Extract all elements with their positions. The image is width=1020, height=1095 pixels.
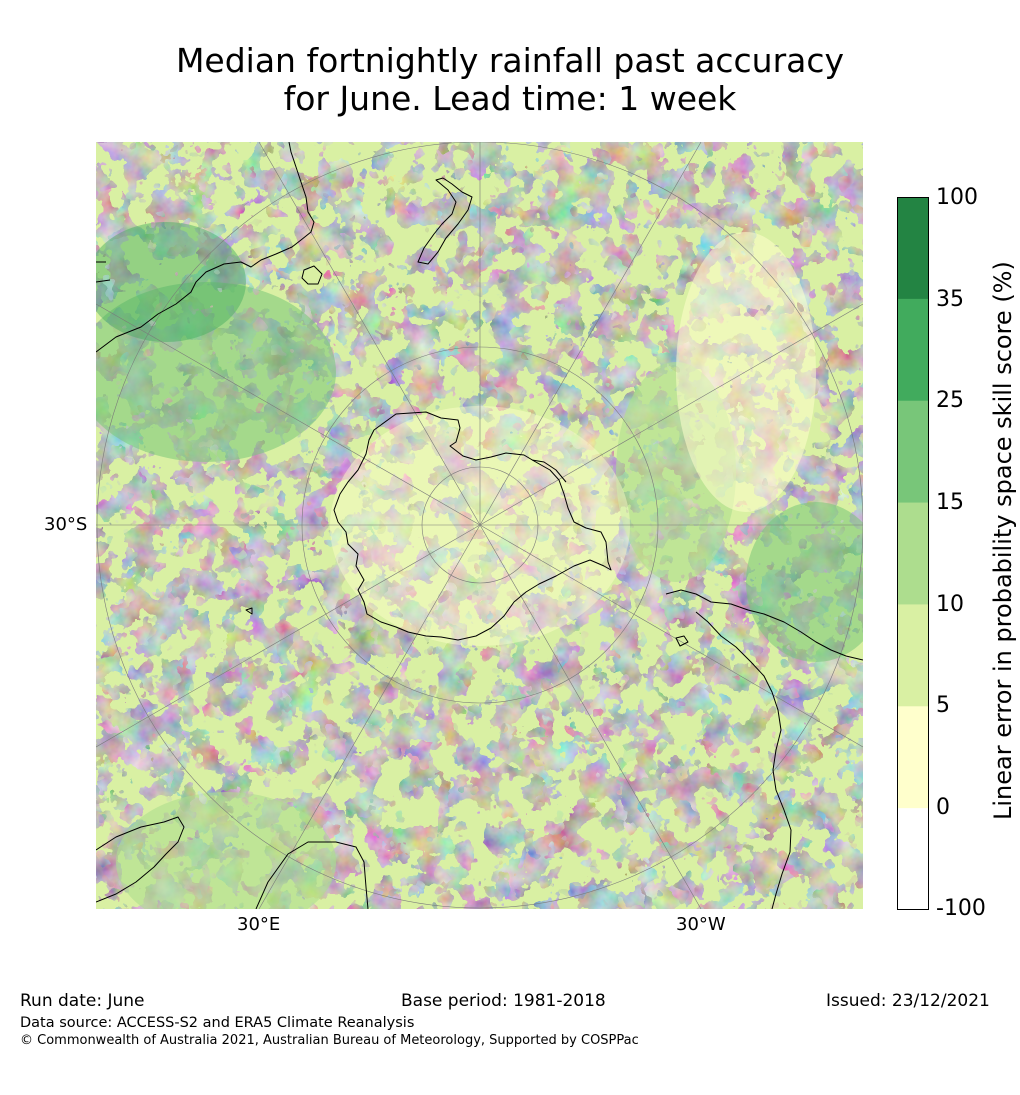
graticule-meridian-60e (96, 303, 481, 526)
colorbar-tick-15: 15 (936, 490, 964, 515)
coastline-tasmania (301, 265, 323, 285)
chart-title: Median fortnightly rainfall past accurac… (0, 42, 1020, 118)
coastlines (96, 142, 863, 909)
coastline-australia (96, 142, 315, 353)
graticule-meridian-60w (479, 303, 863, 526)
coastline-antarctica (333, 411, 612, 641)
colorbar-bin (897, 808, 929, 910)
colorbar-tick-25: 25 (936, 388, 964, 413)
colorbar-tick-0: 0 (936, 795, 950, 820)
colorbar-title: Linear error in probability space skill … (989, 261, 1017, 820)
label-lat-30s: 30°S (44, 514, 88, 535)
colorbar-tick-100: 100 (936, 185, 978, 210)
title-line-2: for June. Lead time: 1 week (283, 79, 737, 118)
graticule-meridian-120w (479, 524, 863, 748)
skill-score-map (96, 142, 863, 909)
colorbar-bin (897, 298, 929, 402)
graticule-meridian-120e (96, 524, 481, 748)
colorbar-tick-minus-100: -100 (936, 896, 986, 921)
colorbar (897, 197, 929, 910)
footer-data-source: Data source: ACCESS-S2 and ERA5 Climate … (20, 1015, 415, 1031)
title-line-1: Median fortnightly rainfall past accurac… (175, 41, 845, 80)
colorbar-bin (897, 706, 929, 809)
footer-copyright: © Commonwealth of Australia 2021, Austra… (20, 1033, 639, 1048)
colorbar-tick-35: 35 (936, 287, 964, 312)
colorbar-bin (897, 604, 929, 707)
footer-issued: Issued: 23/12/2021 (826, 991, 990, 1011)
footer-base-period: Base period: 1981-2018 (401, 991, 606, 1011)
graticule-meridian-150w (479, 524, 702, 909)
colorbar-bin (897, 502, 929, 605)
colorbar-bins (897, 197, 929, 910)
graticule-meridian-30w (479, 142, 702, 526)
coastline-antarctic-peninsula (531, 459, 567, 483)
coastline-south-america (665, 589, 863, 909)
footer-run-date: Run date: June (20, 991, 145, 1011)
label-lon-30w: 30°W (676, 914, 726, 935)
coastline-new-zealand (417, 177, 473, 265)
graticule-meridian-150e (258, 524, 481, 909)
coastline-africa (96, 816, 369, 909)
coastline-falklands (675, 635, 689, 647)
label-lon-30e: 30°E (237, 914, 281, 935)
graticule (96, 142, 863, 909)
colorbar-bin (897, 197, 929, 300)
colorbar-frame (897, 197, 929, 910)
graticule-meridian-30e (258, 142, 481, 526)
colorbar-tick-5: 5 (936, 693, 950, 718)
colorbar-tick-10: 10 (936, 592, 964, 617)
coastline-kerguelen (245, 607, 253, 615)
colorbar-bin (897, 400, 929, 504)
